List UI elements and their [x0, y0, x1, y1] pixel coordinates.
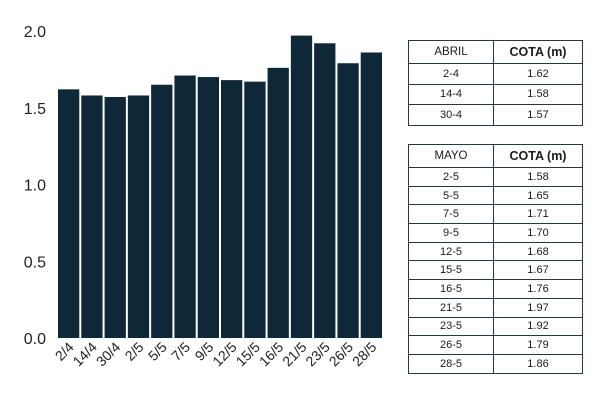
date-cell: 2-4 — [408, 63, 494, 85]
date-cell: 28-5 — [408, 353, 494, 374]
table-row: 14-4 1.58 — [408, 83, 583, 106]
abril-header-row: ABRIL COTA (m) — [408, 40, 583, 64]
mayo-month-header: MAYO — [408, 144, 494, 168]
y-tick-label: 0.5 — [24, 254, 46, 271]
x-axis: 2/414/430/42/55/57/59/512/515/516/521/52… — [52, 339, 380, 370]
bar — [197, 77, 219, 339]
bar — [267, 67, 289, 338]
bar — [221, 80, 243, 339]
cota-cell: 1.62 — [493, 63, 583, 85]
bar — [58, 89, 80, 338]
table-row: 2-4 1.62 — [408, 63, 583, 85]
date-cell: 7-5 — [408, 204, 494, 225]
mayo-cota-header: COTA (m) — [493, 144, 583, 168]
cota-cell: 1.86 — [493, 353, 583, 374]
bar — [360, 52, 382, 339]
date-cell: 9-5 — [408, 223, 494, 243]
bar — [151, 84, 173, 338]
y-tick-label: 1.0 — [24, 178, 46, 195]
table-row: 5-5 1.65 — [408, 185, 583, 206]
table-row: 21-5 1.97 — [408, 297, 583, 318]
y-tick-label: 1.5 — [24, 101, 46, 118]
cota-cell: 1.97 — [493, 297, 583, 318]
y-tick-label: 0.0 — [24, 331, 46, 348]
bar — [104, 97, 126, 338]
cota-cell: 1.65 — [493, 185, 583, 206]
abril-table: ABRIL COTA (m) 2-4 1.62 14-4 1.58 30-4 1.57 — [408, 40, 583, 126]
x-tick-label: 5/5 — [145, 339, 170, 364]
table-row: 15-5 1.67 — [408, 260, 583, 281]
y-axis: 0.0 0.5 1.0 1.5 2.0 — [24, 24, 46, 348]
cota-cell: 1.58 — [493, 167, 583, 187]
bar — [174, 75, 196, 338]
bar-chart: 0.0 0.5 1.0 1.5 2.0 2/414/430/42/55/57/59/51… — [24, 24, 382, 370]
date-cell: 14-4 — [408, 83, 494, 106]
bar — [81, 95, 103, 338]
date-cell: 30-4 — [408, 104, 494, 126]
date-cell: 2-5 — [408, 167, 494, 187]
mayo-table: MAYO COTA (m) 2-5 1.58 5-5 1.65 7-5 1.71 9-5 1.… — [408, 144, 583, 374]
cota-cell: 1.70 — [493, 223, 583, 243]
date-cell: 15-5 — [408, 260, 494, 281]
table-row: 30-4 1.57 — [408, 104, 583, 126]
table-row: 23-5 1.92 — [408, 316, 583, 337]
table-row: 12-5 1.68 — [408, 241, 583, 262]
cota-cell: 1.92 — [493, 316, 583, 337]
table-row: 9-5 1.70 — [408, 223, 583, 243]
table-row: 28-5 1.86 — [408, 353, 583, 374]
bar — [337, 63, 359, 339]
date-cell: 16-5 — [408, 279, 494, 299]
date-cell: 12-5 — [408, 241, 494, 262]
table-row: 26-5 1.79 — [408, 335, 583, 355]
table-row: 2-5 1.58 — [408, 167, 583, 187]
x-tick-label: 30/4 — [93, 339, 124, 370]
cota-cell: 1.68 — [493, 241, 583, 262]
bar — [244, 81, 266, 338]
date-cell: 26-5 — [408, 335, 494, 355]
cota-cell: 1.57 — [493, 104, 583, 126]
y-tick-label: 2.0 — [24, 24, 46, 41]
date-cell: 21-5 — [408, 297, 494, 318]
x-tick-label: 2/5 — [122, 339, 147, 364]
cota-cell: 1.67 — [493, 260, 583, 281]
x-tick-label: 28/5 — [349, 339, 380, 370]
table-row: 7-5 1.71 — [408, 204, 583, 225]
mayo-header-row: MAYO COTA (m) — [408, 144, 583, 168]
cota-cell: 1.71 — [493, 204, 583, 225]
abril-month-header: ABRIL — [408, 40, 494, 64]
bar — [290, 35, 313, 338]
bar — [314, 43, 336, 338]
bar — [127, 95, 150, 338]
cota-cell: 1.76 — [493, 279, 583, 299]
bars — [58, 35, 382, 339]
table-row: 16-5 1.76 — [408, 279, 583, 299]
cota-cell: 1.58 — [493, 83, 583, 106]
date-cell: 23-5 — [408, 316, 494, 337]
date-cell: 5-5 — [408, 185, 494, 206]
x-tick-label: 7/5 — [168, 339, 193, 364]
abril-cota-header: COTA (m) — [493, 40, 583, 64]
cota-cell: 1.79 — [493, 335, 583, 355]
